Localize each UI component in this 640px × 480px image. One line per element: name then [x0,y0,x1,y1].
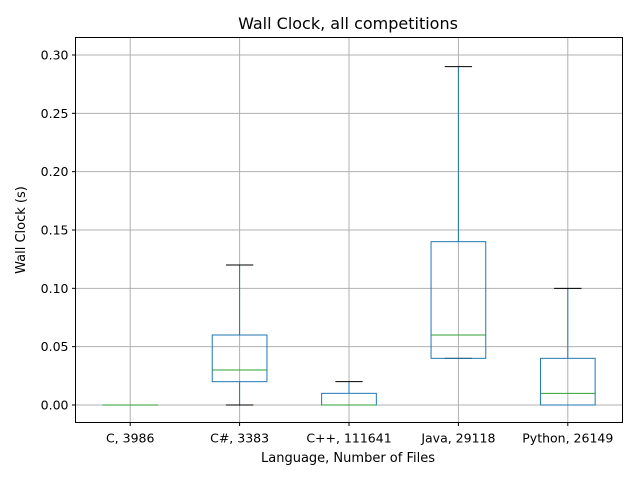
y-tick-label: 0.00 [41,398,69,413]
x-tick-label: Python, 26149 [522,431,613,446]
x-tick-label: C++, 111641 [306,431,391,446]
x-tick-label: C, 3986 [106,431,155,446]
x-axis-label: Language, Number of Files [261,451,435,466]
box-group [321,381,377,406]
y-tick-label: 0.10 [41,281,69,296]
y-tick-label: 0.20 [41,164,69,179]
x-axis-ticks: C, 3986 C#, 3383 C++, 111641 Java, 29118 Pyt… [106,422,613,446]
box-plot-series [102,66,596,406]
y-tick-label: 0.15 [41,223,69,238]
y-tick-label: 0.05 [41,339,69,354]
x-tick-label: C#, 3383 [210,431,269,446]
y-axis-ticks: 0.00 0.05 0.10 0.15 0.20 0.25 0.30 [41,48,76,413]
box-group [539,287,596,406]
box-iqr [211,334,268,383]
box-group [211,264,268,406]
box-iqr [539,357,596,406]
y-tick-label: 0.25 [41,106,69,121]
box-iqr [430,241,487,359]
box-group [430,66,487,359]
y-axis-label: Wall Clock (s) [14,186,29,274]
y-tick-label: 0.30 [41,48,69,63]
chart-title: Wall Clock, all competitions [238,14,458,33]
x-tick-label: Java, 29118 [420,431,495,446]
